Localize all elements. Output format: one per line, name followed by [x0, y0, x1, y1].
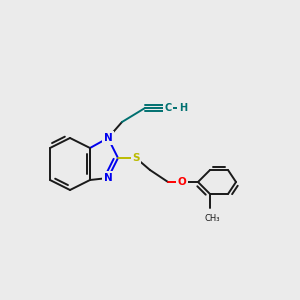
- Text: N: N: [103, 133, 112, 143]
- Text: H: H: [179, 103, 187, 113]
- Text: C: C: [164, 103, 172, 113]
- Text: N: N: [103, 173, 112, 183]
- Text: CH₃: CH₃: [204, 214, 220, 223]
- Text: O: O: [178, 177, 186, 187]
- Text: S: S: [132, 153, 140, 163]
